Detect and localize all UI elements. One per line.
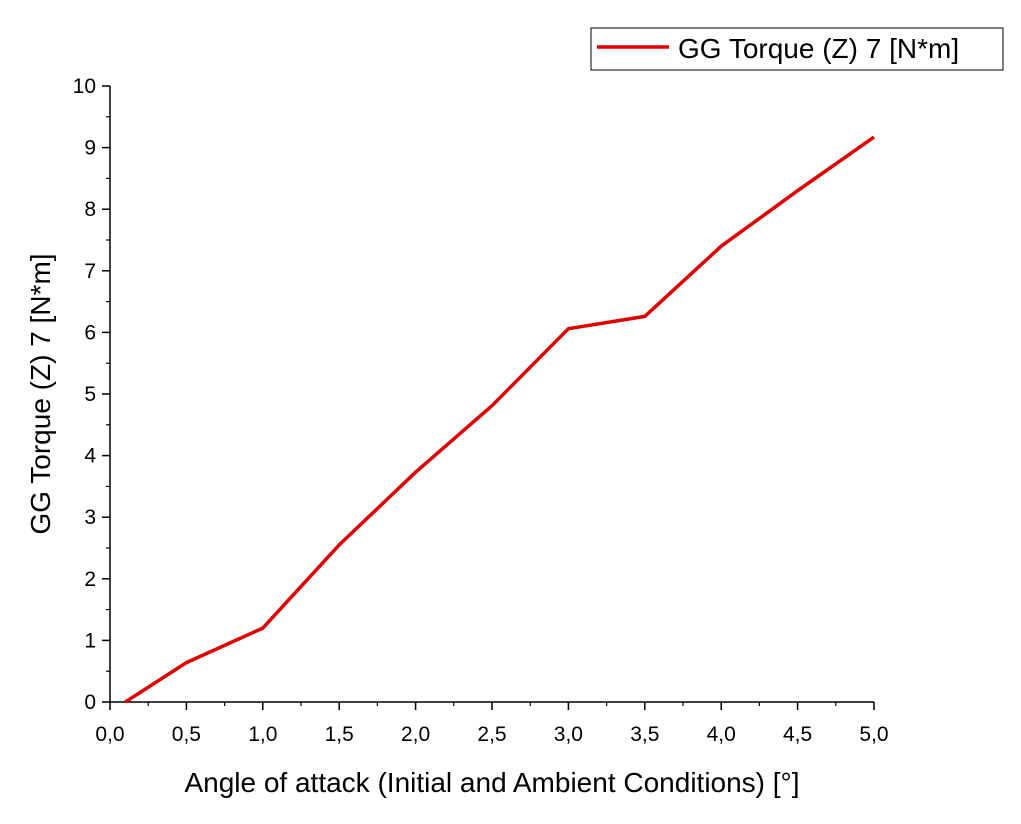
x-tick-label: 0,0 — [95, 723, 124, 746]
x-tick-label: 1,5 — [325, 723, 354, 746]
series-line-0 — [124, 135, 876, 704]
x-tick-label: 2,0 — [401, 723, 430, 746]
x-tick-label: 5,0 — [859, 723, 888, 746]
series-layer — [124, 135, 876, 704]
y-tick-label: 4 — [84, 445, 96, 468]
x-tick-label: 1,0 — [248, 723, 277, 746]
y-axis-ticks: 0 1 2 3 4 5 6 7 8 9 10 — [73, 75, 110, 714]
y-tick-label: 1 — [84, 629, 96, 652]
x-tick-label: 0,5 — [172, 723, 201, 746]
y-tick-label: 3 — [84, 506, 96, 529]
y-tick-label: 5 — [84, 383, 96, 406]
y-tick-label: 2 — [84, 568, 96, 591]
y-tick-label: 0 — [84, 691, 96, 714]
y-tick-label: 7 — [84, 260, 96, 283]
y-axis-title: GG Torque (Z) 7 [N*m] — [25, 253, 56, 534]
x-tick-label: 2,5 — [477, 723, 506, 746]
y-tick-label: 10 — [73, 75, 96, 98]
x-tick-label: 4,0 — [707, 723, 736, 746]
y-tick-label: 6 — [84, 321, 96, 344]
x-tick-label: 3,0 — [554, 723, 583, 746]
legend-box — [590, 27, 1004, 71]
x-axis-ticks: 0,0 0,5 1,0 1,5 2,0 2,5 3,0 3,5 4,0 4,5 5,0 — [95, 702, 889, 746]
x-tick-label: 3,5 — [630, 723, 659, 746]
y-tick-label: 8 — [84, 198, 96, 221]
legend: GG Torque (Z) 7 [N*m] — [590, 27, 1004, 71]
y-tick-label: 9 — [84, 137, 96, 160]
legend-label: GG Torque (Z) 7 [N*m] — [678, 33, 959, 64]
x-tick-label: 4,5 — [783, 723, 812, 746]
x-axis-title: Angle of attack (Initial and Ambient Con… — [184, 767, 799, 798]
